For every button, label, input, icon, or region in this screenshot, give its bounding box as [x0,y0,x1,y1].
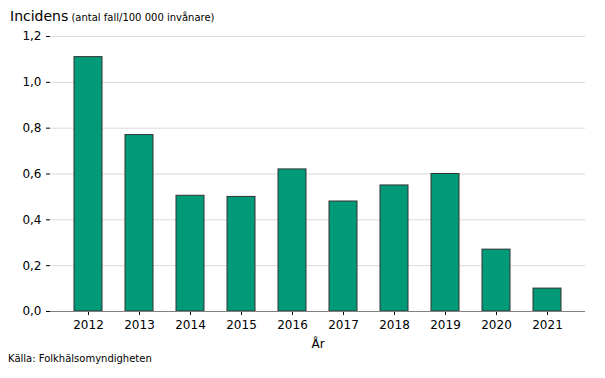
svg-text:År: År [311,336,324,351]
svg-text:2016: 2016 [277,318,308,332]
svg-text:2019: 2019 [430,318,461,332]
svg-text:2018: 2018 [379,318,410,332]
svg-text:2017: 2017 [328,318,359,332]
svg-text:1,0: 1,0 [22,75,41,89]
html-text:Källa: Folkhälsomyndigheten: Källa: Folkhälsomyndigheten [8,353,152,364]
svg-text:0,2: 0,2 [22,259,41,273]
svg-text:0,4: 0,4 [22,213,41,227]
html-text:Incidens(antal fall/100 000 in: Incidens(antal fall/100 000 invånare) [10,8,215,24]
svg-text:1,2: 1,2 [22,29,41,43]
svg-text:2013: 2013 [124,318,155,332]
svg-text:2015: 2015 [226,318,257,332]
svg-text:2020: 2020 [481,318,512,332]
svg-text:2012: 2012 [73,318,104,332]
svg-text:2021: 2021 [532,318,563,332]
svg-text:0,6: 0,6 [22,167,41,181]
svg-text:2014: 2014 [175,318,206,332]
svg-text:0,0: 0,0 [22,304,41,318]
svg-text:0,8: 0,8 [22,121,41,135]
